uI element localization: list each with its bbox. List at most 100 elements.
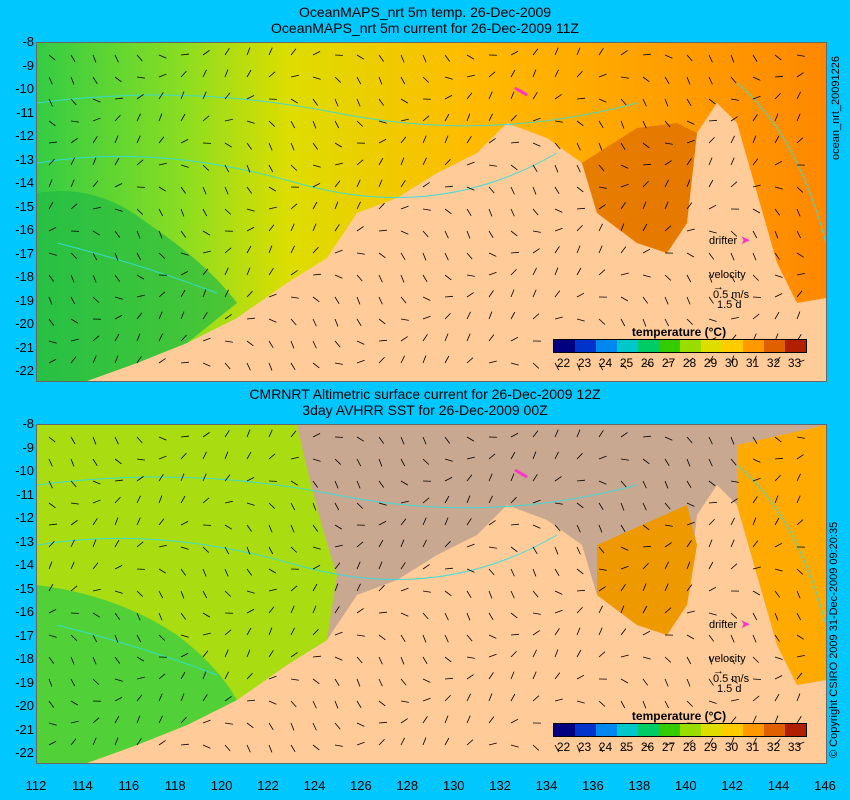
colorbar-tick-label: 32: [766, 740, 781, 754]
current-arrow: [774, 715, 779, 724]
current-arrow: [378, 656, 383, 665]
current-arrow: [598, 318, 606, 325]
current-arrow: [158, 311, 163, 320]
current-arrow: [642, 458, 650, 465]
current-arrow: [444, 567, 453, 570]
panel1-colorbar-title: temperature (°C): [631, 325, 727, 339]
current-arrow: [290, 430, 297, 438]
current-arrow: [466, 113, 471, 122]
current-arrow: [532, 208, 539, 216]
current-arrow: [774, 542, 783, 548]
panel1-colorbar-strip: [553, 339, 807, 353]
current-arrow: [444, 355, 450, 364]
current-arrow: [686, 521, 695, 526]
current-arrow: [554, 628, 560, 636]
panel2-map[interactable]: drifter ➤ velocity → 0.5 m/s 1.5 d tempe…: [36, 424, 827, 764]
current-arrow: [598, 627, 603, 636]
current-arrow: [334, 142, 343, 148]
current-arrow: [488, 634, 497, 639]
current-arrow: [422, 634, 427, 643]
current-arrow: [356, 98, 361, 107]
current-arrow: [730, 296, 738, 302]
current-arrow: [752, 436, 758, 445]
current-arrow: [708, 678, 714, 686]
current-arrow: [48, 201, 54, 210]
current-arrow: [356, 480, 361, 489]
current-arrow: [730, 317, 739, 320]
current-arrow: [180, 186, 186, 194]
current-arrow: [488, 71, 496, 78]
current-arrow: [378, 502, 387, 506]
current-arrow: [70, 720, 79, 724]
current-arrow: [48, 358, 57, 364]
current-arrow: [202, 744, 211, 749]
current-arrow: [114, 274, 121, 282]
current-arrow: [422, 517, 427, 526]
current-arrow: [664, 98, 669, 107]
current-arrow: [422, 135, 427, 144]
panel2-velocity-scale: 0.5 m/s: [713, 673, 750, 685]
panel2-colorbar-title: temperature (°C): [631, 709, 727, 723]
current-arrow: [312, 502, 317, 511]
current-arrow: [532, 164, 538, 173]
current-arrow: [92, 458, 98, 466]
current-arrow: [290, 627, 295, 636]
current-arrow: [246, 546, 251, 555]
panel2-title-line2: 3day AVHRR SST for 26-Dec-2009 00Z: [302, 402, 548, 418]
current-arrow: [92, 117, 101, 122]
arrow-right-icon: →: [713, 665, 724, 677]
current-arrow: [532, 474, 538, 482]
current-arrow: [554, 590, 563, 595]
x-tick-label: 130: [442, 778, 465, 793]
current-arrow: [730, 230, 738, 237]
current-arrow: [180, 113, 186, 122]
current-arrow: [114, 314, 123, 320]
current-arrow: [752, 135, 757, 144]
current-arrow: [642, 98, 647, 107]
current-arrow: [136, 676, 145, 680]
current-arrow: [796, 113, 801, 122]
current-arrow: [268, 627, 273, 636]
current-arrow: [158, 590, 164, 599]
current-arrow: [730, 181, 738, 188]
current-arrow: [488, 568, 495, 576]
current-arrow: [224, 164, 230, 173]
current-arrow: [620, 296, 629, 302]
current-arrow: [796, 693, 801, 702]
current-arrow: [664, 179, 669, 188]
current-arrow: [554, 546, 559, 555]
current-arrow: [774, 675, 783, 680]
current-arrow: [774, 590, 781, 598]
current-arrow: [752, 158, 759, 166]
current-arrow: [598, 502, 604, 511]
current-arrow: [576, 120, 584, 127]
current-arrow: [48, 179, 53, 188]
current-arrow: [510, 362, 519, 366]
panel1-drifter-track: [514, 86, 528, 97]
current-arrow: [290, 744, 296, 753]
colorbar-swatch: [554, 724, 575, 736]
current-arrow: [444, 113, 450, 122]
current-arrow: [48, 340, 57, 344]
current-arrow: [796, 634, 804, 640]
current-arrow: [686, 458, 691, 467]
current-arrow: [686, 656, 692, 665]
current-arrow: [268, 71, 276, 78]
current-arrow: [114, 565, 123, 570]
current-arrow: [576, 479, 585, 482]
current-arrow: [92, 480, 101, 485]
current-arrow: [246, 290, 253, 298]
y-tick-label: -19: [15, 674, 34, 690]
current-arrow: [246, 120, 255, 124]
current-arrow: [92, 157, 97, 166]
current-arrow: [48, 98, 53, 107]
current-arrow: [136, 738, 142, 746]
current-arrow: [444, 312, 451, 320]
current-arrow: [576, 524, 581, 533]
current-arrow: [466, 136, 472, 144]
current-arrow: [532, 48, 539, 56]
current-arrow: [180, 91, 185, 100]
panel1-map[interactable]: drifter ➤ velocity → 0.5 m/s 1.5 d tempe…: [36, 42, 827, 382]
current-arrow: [246, 95, 255, 100]
current-arrow: [664, 524, 673, 527]
